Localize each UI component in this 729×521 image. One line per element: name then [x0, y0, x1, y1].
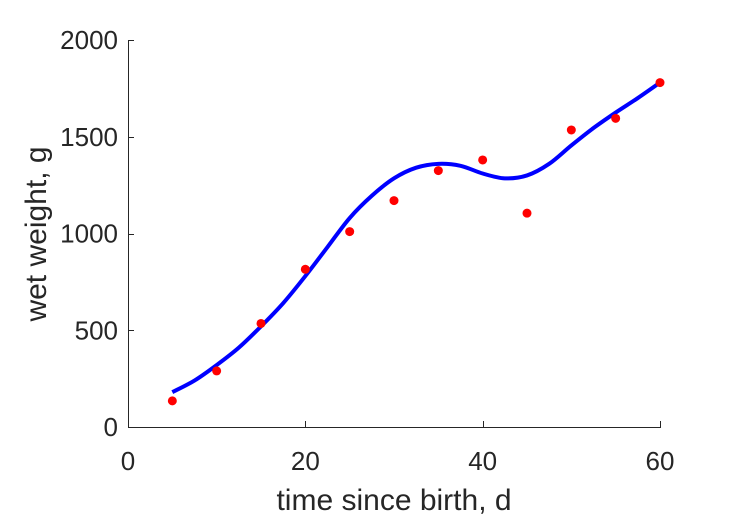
- y-tick-label: 2000: [60, 25, 118, 55]
- data-point: [389, 196, 399, 206]
- y-tick-label: 500: [75, 315, 118, 345]
- data-point: [522, 208, 532, 218]
- fit-curve: [171, 80, 662, 394]
- ticks: 0 20 40 60 0 500 1000 1500 2000: [60, 25, 674, 476]
- data-point: [478, 155, 488, 165]
- data-point: [611, 113, 621, 123]
- data-point: [212, 366, 222, 376]
- x-axis-title: time since birth, d: [276, 484, 511, 517]
- plot-area: [167, 78, 665, 406]
- x-tick-label: 60: [646, 446, 675, 476]
- y-axis-title: wet weight, g: [20, 146, 53, 322]
- data-point: [655, 78, 665, 88]
- y-tick-label: 1000: [60, 219, 118, 249]
- data-point: [566, 125, 576, 135]
- x-tick-label: 40: [468, 446, 497, 476]
- data-point: [300, 264, 310, 274]
- data-point: [167, 396, 177, 406]
- y-tick-label: 0: [104, 412, 118, 442]
- data-point: [345, 227, 355, 237]
- data-point: [256, 318, 266, 328]
- x-tick-label: 0: [121, 446, 135, 476]
- data-point: [433, 166, 443, 176]
- axes: [128, 40, 661, 428]
- y-tick-label: 1500: [60, 122, 118, 152]
- x-tick-label: 20: [291, 446, 320, 476]
